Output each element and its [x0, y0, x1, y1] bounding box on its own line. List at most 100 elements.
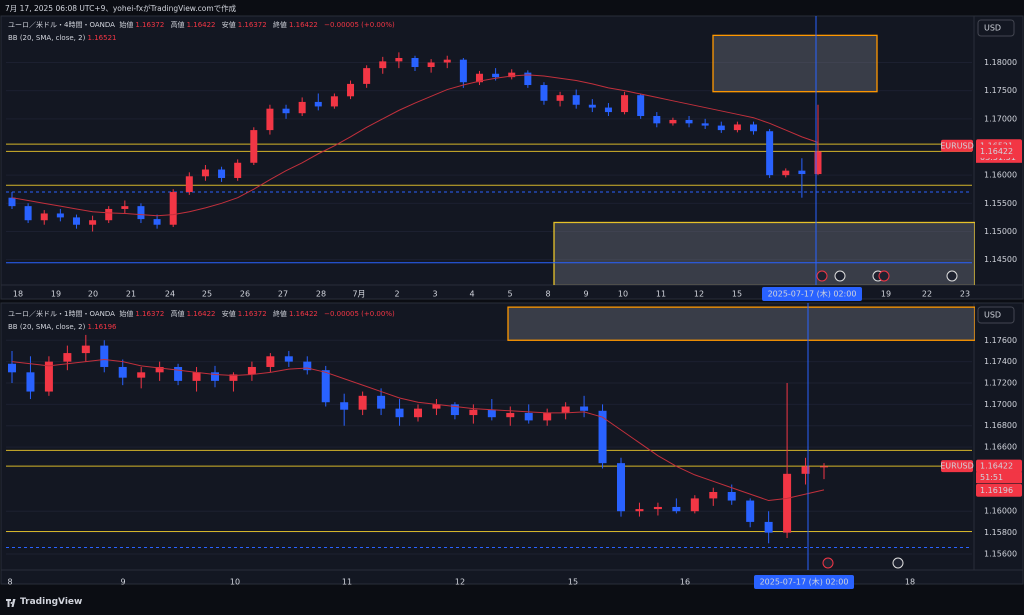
x-tick-label: 19 — [51, 290, 61, 299]
candle-body — [635, 509, 644, 512]
event-icon — [878, 270, 890, 282]
currency-label: USD — [984, 311, 1001, 320]
price-label-box — [976, 483, 1022, 497]
x-tick-label: 21 — [126, 290, 136, 299]
legend-value: 1.16372 — [135, 310, 165, 318]
footer-brand: TradingView — [20, 597, 83, 607]
x-tick-label: 12 — [455, 578, 465, 587]
x-tick-label: 15 — [568, 578, 578, 587]
panel — [0, 302, 1024, 585]
candle-body — [653, 506, 662, 510]
x-tick-label: 27 — [278, 290, 288, 299]
candle-body — [801, 466, 810, 474]
price-label: 1.16422 — [980, 147, 1013, 156]
zone — [712, 34, 878, 93]
candle-body — [598, 410, 607, 464]
candle-body — [201, 169, 209, 177]
x-tick-label: 8 — [7, 578, 12, 587]
candle-body — [637, 95, 645, 117]
candle-body — [63, 353, 72, 362]
x-tick-label: 11 — [656, 290, 666, 299]
candle-body — [783, 473, 792, 533]
candle-body — [284, 356, 293, 362]
candle-body — [524, 72, 532, 86]
candle-body — [746, 500, 755, 522]
candle-body — [750, 124, 758, 132]
candle-body — [414, 408, 422, 418]
candle-body — [137, 206, 145, 220]
x-tick-label: 25 — [202, 290, 212, 299]
candle-body — [363, 68, 371, 84]
candle-body — [229, 374, 238, 381]
crosshair-time-box — [762, 287, 862, 301]
y-tick-label: 1.17200 — [984, 379, 1017, 388]
price-label-box — [976, 459, 1022, 473]
y-tick-label: 1.16600 — [984, 443, 1017, 452]
candle-body — [358, 395, 367, 410]
candle-body — [524, 412, 533, 421]
candle-body — [121, 206, 129, 209]
candle-body — [543, 412, 552, 421]
candle-body — [174, 366, 183, 381]
header: 7月 17, 2025 06:08 UTC+9、yohei-fxがTrading… — [5, 4, 237, 13]
legend-value: 1.16372 — [135, 21, 165, 29]
legend-value: 1.16422 — [288, 310, 318, 318]
symbol-title: ユーロ／米ドル・1時間・OANDA — [8, 310, 115, 318]
candle-body — [137, 372, 146, 378]
candle-body — [282, 108, 290, 114]
x-tick-label: 26 — [240, 290, 250, 299]
candle-body — [303, 361, 312, 371]
y-tick-label: 1.18000 — [984, 58, 1017, 67]
candle-body — [118, 366, 127, 378]
candle-body — [169, 192, 177, 225]
candle-body — [105, 208, 113, 221]
candle-body — [561, 406, 570, 413]
y-tick-label: 1.15000 — [984, 227, 1017, 236]
zone — [507, 306, 975, 341]
event-icon — [834, 270, 846, 282]
candle-body — [475, 73, 483, 83]
x-tick-label: 10 — [230, 578, 240, 587]
candle-body — [469, 409, 478, 416]
x-tick-label: 23 — [960, 290, 970, 299]
candle-body — [766, 131, 774, 176]
candle-body — [709, 491, 718, 499]
symbol-tag-box — [941, 460, 973, 473]
candle-body — [266, 356, 275, 367]
legend-key: 高値 — [170, 21, 185, 29]
crosshair-time-box — [754, 575, 854, 589]
y-tick-label: 1.17500 — [984, 86, 1017, 95]
candle-body — [314, 101, 322, 107]
y-tick-label: 1.16000 — [984, 507, 1017, 516]
legend-key: 始値 — [119, 310, 134, 318]
countdown: 51:51 — [980, 473, 1003, 482]
candle-body — [427, 62, 435, 68]
x-tick-label: 18 — [905, 578, 915, 587]
candle-body — [459, 59, 467, 83]
symbol-tag-box — [941, 139, 973, 152]
candle-body — [377, 395, 386, 409]
price-label-box — [976, 144, 1022, 158]
candle-body — [81, 345, 90, 354]
y-tick-label: 1.15600 — [984, 549, 1017, 558]
countdown-box — [976, 472, 1022, 484]
candle-body — [395, 408, 404, 418]
symbol-tag: EURUSD — [940, 141, 974, 150]
x-tick-label: 11 — [342, 578, 352, 587]
candle-body — [347, 83, 355, 97]
candle-body — [685, 119, 693, 124]
legend-key: 安値 — [221, 310, 236, 318]
candle-body — [653, 116, 661, 124]
candle-body — [100, 345, 109, 367]
candle-body — [727, 491, 736, 501]
candle-body — [8, 197, 16, 207]
x-tick-label: 12 — [694, 290, 704, 299]
currency-box — [977, 19, 1015, 37]
candle-body — [395, 57, 403, 62]
legend-key: 始値 — [119, 21, 134, 29]
price-label: 1.16196 — [980, 486, 1013, 495]
legend-key: 安値 — [221, 21, 236, 29]
crosshair-time: 2025-07-17 (木) 02:00 — [768, 289, 857, 299]
x-tick-label: 15 — [732, 290, 742, 299]
candle-body — [443, 59, 451, 63]
